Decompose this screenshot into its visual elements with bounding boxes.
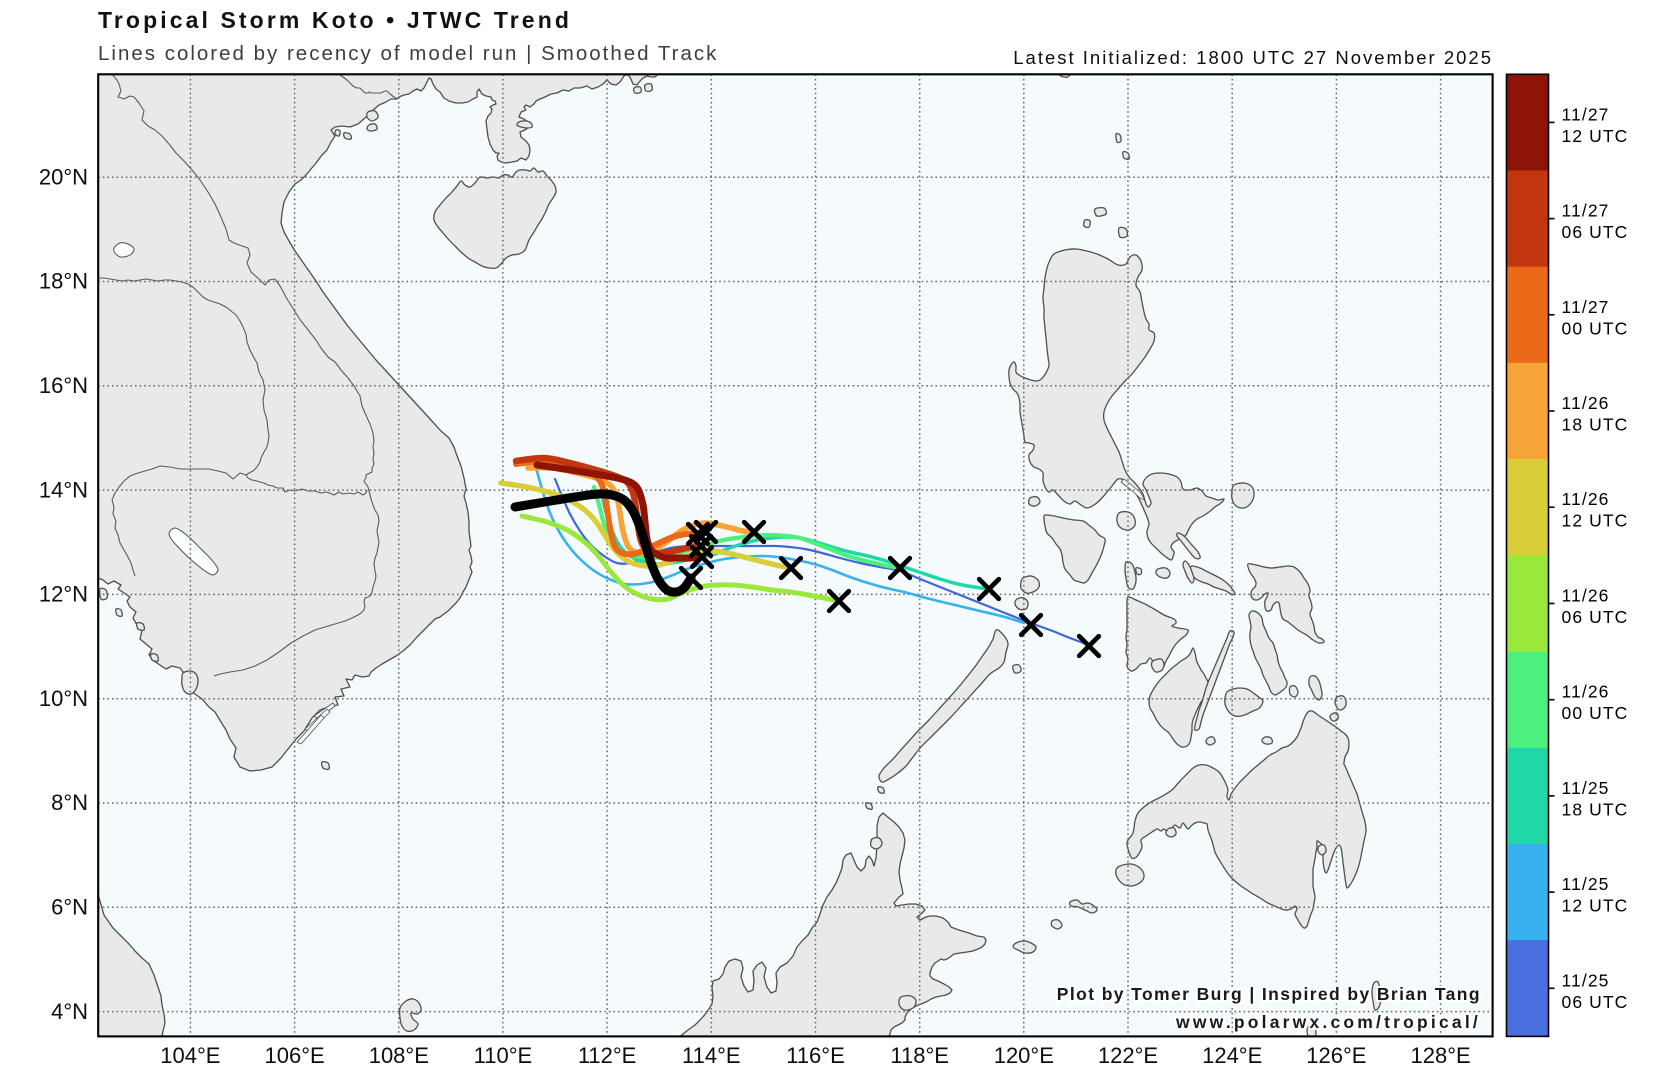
svg-text:11/26: 11/26 (1562, 586, 1610, 606)
svg-text:114°E: 114°E (682, 1043, 741, 1068)
svg-text:18 UTC: 18 UTC (1562, 415, 1629, 435)
svg-text:12 UTC: 12 UTC (1562, 896, 1629, 916)
svg-text:14°N: 14°N (39, 477, 88, 502)
svg-text:11/26: 11/26 (1562, 489, 1610, 509)
svg-text:11/25: 11/25 (1562, 970, 1610, 990)
svg-text:12 UTC: 12 UTC (1562, 126, 1629, 146)
svg-text:4°N: 4°N (51, 999, 88, 1024)
svg-text:122°E: 122°E (1098, 1043, 1158, 1068)
svg-text:11/27: 11/27 (1562, 297, 1610, 317)
svg-text:18 UTC: 18 UTC (1562, 799, 1629, 819)
svg-text:11/25: 11/25 (1562, 778, 1610, 798)
svg-text:11/26: 11/26 (1562, 393, 1610, 413)
svg-text:20°N: 20°N (39, 164, 88, 189)
svg-text:116°E: 116°E (786, 1043, 845, 1068)
svg-text:12 UTC: 12 UTC (1562, 511, 1629, 531)
svg-text:104°E: 104°E (160, 1043, 220, 1068)
svg-text:8°N: 8°N (51, 790, 88, 815)
svg-text:126°E: 126°E (1306, 1043, 1366, 1068)
svg-text:11/27: 11/27 (1562, 104, 1610, 124)
svg-text:16°N: 16°N (39, 373, 88, 398)
svg-text:128°E: 128°E (1411, 1043, 1471, 1068)
svg-text:18°N: 18°N (39, 269, 88, 294)
svg-text:06 UTC: 06 UTC (1562, 222, 1629, 242)
svg-text:00 UTC: 00 UTC (1562, 318, 1629, 338)
svg-text:10°N: 10°N (39, 686, 88, 711)
svg-text:110°E: 110°E (474, 1043, 533, 1068)
svg-text:11/26: 11/26 (1562, 682, 1610, 702)
svg-text:6°N: 6°N (51, 895, 88, 920)
svg-text:11/27: 11/27 (1562, 201, 1610, 221)
svg-text:06 UTC: 06 UTC (1562, 992, 1629, 1012)
svg-text:00 UTC: 00 UTC (1562, 703, 1629, 723)
svg-text:11/25: 11/25 (1562, 874, 1610, 894)
svg-text:06 UTC: 06 UTC (1562, 607, 1629, 627)
svg-text:112°E: 112°E (578, 1043, 637, 1068)
svg-text:106°E: 106°E (265, 1043, 325, 1068)
svg-text:124°E: 124°E (1202, 1043, 1262, 1068)
svg-text:120°E: 120°E (994, 1043, 1054, 1068)
svg-text:12°N: 12°N (39, 582, 88, 607)
svg-text:118°E: 118°E (890, 1043, 949, 1068)
svg-text:108°E: 108°E (369, 1043, 429, 1068)
